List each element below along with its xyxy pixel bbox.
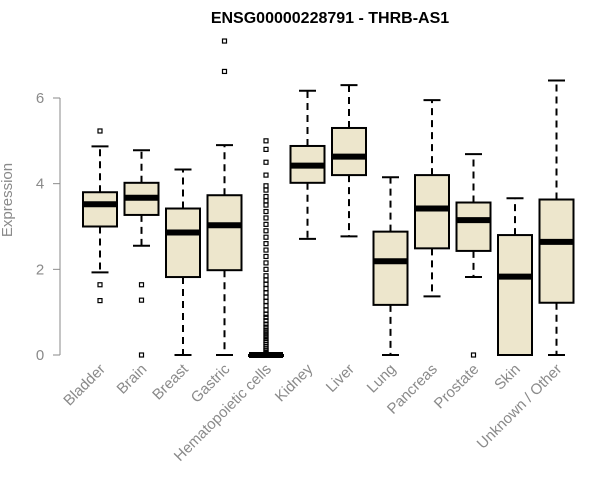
outlier-point: [263, 234, 269, 240]
outlier-point: [263, 202, 269, 208]
box-kidney: [289, 89, 326, 240]
box-liver: [331, 84, 367, 238]
outlier-point: [263, 294, 269, 300]
box-iqr: [538, 198, 575, 304]
outlier-point: [97, 282, 103, 288]
outlier-point: [263, 183, 269, 189]
x-tick-label: Brain: [114, 361, 151, 398]
y-tick-label: 0: [36, 347, 44, 364]
box-prostate: [455, 153, 492, 358]
outlier-point: [221, 38, 228, 44]
outlier-point: [263, 311, 269, 317]
box-iqr: [455, 201, 492, 252]
boxes-group: [82, 38, 575, 358]
outlier-point: [263, 247, 269, 253]
box-lung: [372, 176, 409, 356]
box-iqr: [497, 234, 533, 356]
outlier-point: [138, 282, 145, 288]
outlier-point: [263, 241, 269, 247]
x-tick-label: Skin: [491, 361, 524, 394]
y-axis: 0 2 4 6: [36, 90, 61, 364]
x-tick-label: Prostate: [431, 361, 483, 413]
outlier-point: [263, 277, 269, 283]
outlier-point: [263, 266, 269, 272]
outlier-point: [263, 221, 269, 227]
outlier-point: [263, 215, 269, 221]
box-iqr: [372, 230, 409, 306]
outlier-point: [263, 228, 269, 234]
outlier-point: [263, 198, 269, 204]
box-skin: [497, 197, 533, 356]
outlier-point: [263, 187, 269, 193]
outlier-point: [263, 351, 269, 357]
x-tick-label: Liver: [323, 361, 358, 396]
box-hematopoietic-cells: [248, 138, 284, 358]
y-tick-label: 4: [36, 176, 44, 193]
outlier-point: [263, 281, 269, 287]
box-gastric: [206, 38, 243, 356]
outlier-point: [263, 324, 269, 330]
outlier-point: [263, 307, 269, 313]
box-iqr: [414, 174, 450, 250]
outlier-point: [221, 68, 228, 75]
x-tick-label: Kidney: [272, 360, 317, 405]
x-tick-label: Breast: [149, 360, 192, 403]
outlier-point: [263, 138, 269, 144]
outlier-point: [263, 290, 269, 296]
x-tick-label: Bladder: [60, 361, 109, 410]
box-iqr: [82, 191, 118, 228]
box-iqr: [206, 194, 243, 272]
outlier-point: [263, 260, 269, 266]
box-iqr: [165, 207, 201, 279]
box-unknown-other: [538, 79, 575, 356]
outlier-point: [97, 128, 103, 134]
outlier-point: [263, 298, 269, 305]
outlier-point: [470, 352, 477, 358]
outlier-point: [263, 273, 269, 279]
box-iqr: [331, 126, 367, 177]
chart-title: ENSG00000228791 - THRB-AS1: [211, 10, 449, 27]
y-tick-label: 2: [36, 261, 44, 278]
outlier-point: [263, 321, 269, 327]
outlier-point: [263, 159, 269, 165]
box-bladder: [82, 128, 118, 304]
outlier-point: [97, 298, 103, 304]
box-brain: [123, 149, 160, 358]
outlier-point: [138, 297, 145, 303]
outlier-point: [263, 172, 269, 178]
y-tick-label: 6: [36, 90, 44, 107]
outlier-point: [263, 303, 269, 309]
outlier-point: [263, 253, 269, 260]
y-axis-label: Expression: [0, 163, 16, 237]
box-pancreas: [414, 99, 450, 298]
box-breast: [165, 168, 201, 356]
outlier-point: [263, 146, 269, 152]
outlier-point: [263, 286, 269, 292]
outlier-point: [263, 208, 269, 215]
x-tick-label: Lung: [364, 361, 400, 397]
outlier-point: [263, 193, 269, 200]
outlier-point: [138, 352, 145, 358]
